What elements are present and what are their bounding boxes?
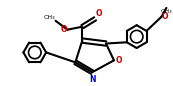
Text: O: O — [162, 12, 169, 21]
Text: CH₃: CH₃ — [161, 9, 172, 14]
Text: CH₃: CH₃ — [43, 15, 55, 20]
Text: O: O — [115, 56, 122, 65]
Text: O: O — [60, 25, 67, 34]
Text: N: N — [89, 75, 95, 84]
Text: O: O — [96, 9, 102, 18]
